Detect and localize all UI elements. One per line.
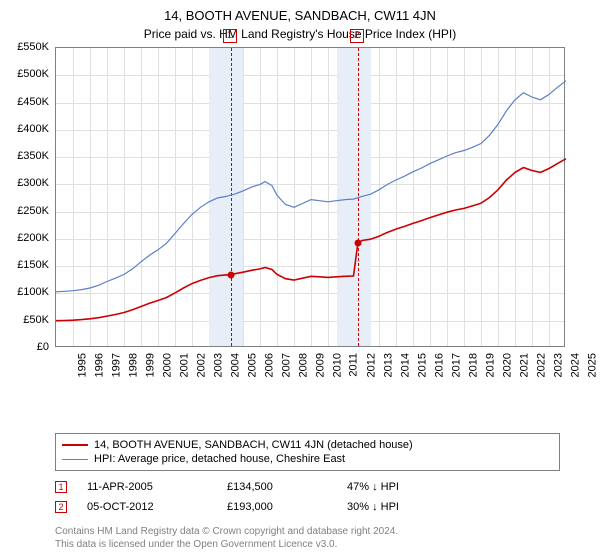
xtick-label: 2004	[229, 353, 241, 377]
xtick-label: 2009	[314, 353, 326, 377]
footer-attribution: Contains HM Land Registry data © Crown c…	[55, 525, 560, 551]
footer-line-2: This data is licensed under the Open Gov…	[55, 538, 560, 551]
transaction-row: 1 11-APR-2005 £134,500 47% ↓ HPI	[55, 477, 560, 497]
xtick-label: 2017	[450, 353, 462, 377]
ytick-label: £550K	[0, 41, 49, 53]
xtick-label: 2010	[331, 353, 343, 377]
ytick-label: £50K	[0, 314, 49, 326]
ytick-label: £150K	[0, 259, 49, 271]
transaction-marker	[227, 271, 234, 278]
chart-subtitle: Price paid vs. HM Land Registry's House …	[0, 23, 600, 47]
chart-container: 14, BOOTH AVENUE, SANDBACH, CW11 4JN Pri…	[0, 0, 600, 560]
plot-area	[55, 47, 565, 347]
xtick-label: 2022	[535, 353, 547, 377]
xtick-label: 1998	[127, 353, 139, 377]
series-svg	[56, 48, 566, 348]
legend-box: 14, BOOTH AVENUE, SANDBACH, CW11 4JN (de…	[55, 433, 560, 471]
xtick-label: 2005	[246, 353, 258, 377]
xtick-label: 2011	[348, 353, 360, 377]
xtick-label: 2025	[586, 353, 598, 377]
transaction-delta: 47% ↓ HPI	[347, 481, 467, 493]
xtick-label: 2014	[399, 353, 411, 377]
transaction-badge: 2	[55, 501, 67, 513]
transaction-badge: 1	[55, 481, 67, 493]
legend-label: 14, BOOTH AVENUE, SANDBACH, CW11 4JN (de…	[94, 439, 413, 451]
xtick-label: 2000	[161, 353, 173, 377]
xtick-label: 1995	[76, 353, 88, 377]
ytick-label: £400K	[0, 123, 49, 135]
legend-row: 14, BOOTH AVENUE, SANDBACH, CW11 4JN (de…	[62, 438, 553, 452]
ytick-label: £0	[0, 341, 49, 353]
legend-swatch	[62, 444, 88, 446]
transaction-price: £193,000	[227, 501, 327, 513]
xtick-label: 2007	[280, 353, 292, 377]
legend-swatch	[62, 459, 88, 460]
xtick-label: 2006	[263, 353, 275, 377]
series-line-property	[56, 159, 566, 321]
ytick-label: £300K	[0, 177, 49, 189]
transaction-date: 11-APR-2005	[87, 481, 207, 493]
ytick-label: £450K	[0, 96, 49, 108]
series-line-hpi	[56, 81, 566, 292]
chart-title: 14, BOOTH AVENUE, SANDBACH, CW11 4JN	[0, 0, 600, 23]
xtick-label: 2001	[178, 353, 190, 377]
transaction-delta: 30% ↓ HPI	[347, 501, 467, 513]
ytick-label: £100K	[0, 286, 49, 298]
footer-line-1: Contains HM Land Registry data © Crown c…	[55, 525, 560, 538]
transaction-price: £134,500	[227, 481, 327, 493]
ytick-label: £200K	[0, 232, 49, 244]
xtick-label: 2012	[365, 353, 377, 377]
xtick-label: 1999	[144, 353, 156, 377]
xtick-label: 2024	[569, 353, 581, 377]
xtick-label: 2003	[212, 353, 224, 377]
chart-area: £0 £50K £100K £150K £200K £250K £300K £350K £400…	[0, 47, 600, 387]
xtick-label: 2008	[297, 353, 309, 377]
xtick-label: 2019	[484, 353, 496, 377]
transaction-date: 05-OCT-2012	[87, 501, 207, 513]
transaction-row: 2 05-OCT-2012 £193,000 30% ↓ HPI	[55, 497, 560, 517]
ytick-label: £250K	[0, 205, 49, 217]
xtick-label: 1996	[93, 353, 105, 377]
xtick-label: 2002	[195, 353, 207, 377]
xtick-label: 2021	[518, 353, 530, 377]
transaction-marker	[354, 239, 361, 246]
callout-badge: 2	[350, 29, 364, 43]
xtick-label: 2020	[501, 353, 513, 377]
legend-label: HPI: Average price, detached house, Ches…	[94, 453, 345, 465]
transactions-table: 1 11-APR-2005 £134,500 47% ↓ HPI 2 05-OCT-201…	[55, 477, 560, 517]
callout-badge: 1	[223, 29, 237, 43]
ytick-label: £350K	[0, 150, 49, 162]
legend-row: HPI: Average price, detached house, Ches…	[62, 452, 553, 466]
ytick-label: £500K	[0, 68, 49, 80]
xtick-label: 1997	[110, 353, 122, 377]
xtick-label: 2015	[416, 353, 428, 377]
xtick-label: 2023	[552, 353, 564, 377]
xtick-label: 2016	[433, 353, 445, 377]
xtick-label: 2018	[467, 353, 479, 377]
xtick-label: 2013	[382, 353, 394, 377]
